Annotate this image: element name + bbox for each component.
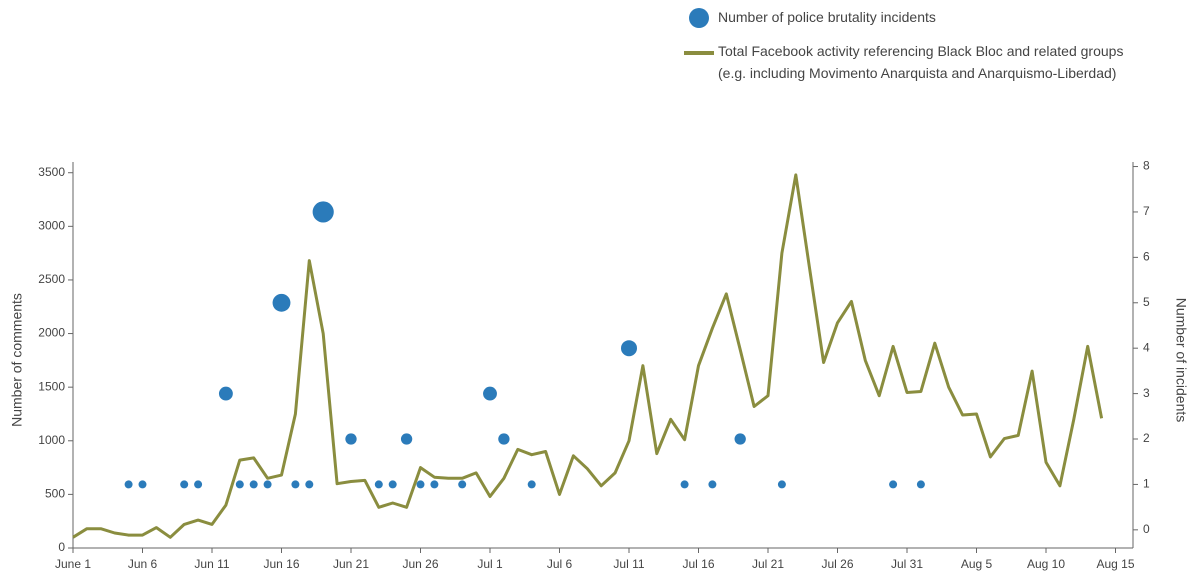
legend-label: Number of police brutality incidents (718, 9, 936, 25)
y2-tick-label: 2 (1143, 431, 1150, 445)
x-tick-label: Jun 6 (128, 557, 158, 571)
y2-tick-label: 5 (1143, 295, 1150, 309)
x-tick-label: Jul 21 (752, 557, 784, 571)
y-tick-label: 3500 (38, 165, 65, 179)
y-tick-label: 2500 (38, 272, 65, 286)
incident-dot (345, 433, 357, 445)
legend: Number of police brutality incidents Tota… (680, 6, 1150, 96)
x-tick-label: Jun 16 (263, 557, 299, 571)
y-tick-label: 3000 (38, 219, 65, 233)
legend-symbol (680, 40, 718, 55)
incident-dot (458, 480, 467, 489)
y-tick-label: 0 (58, 540, 65, 554)
y2-tick-label: 0 (1143, 522, 1150, 536)
incident-dot (889, 480, 898, 489)
legend-label: Total Facebook activity referencing Blac… (718, 43, 1124, 81)
x-tick-label: Jun 11 (194, 557, 229, 571)
incident-dot (235, 480, 244, 489)
y2-tick-label: 4 (1143, 340, 1150, 354)
incident-dot (621, 340, 637, 357)
y-tick-label: 500 (45, 487, 65, 501)
incident-dot (374, 480, 383, 489)
y2-tick-label: 7 (1143, 204, 1150, 218)
x-tick-label: June 1 (55, 557, 91, 571)
legend-entry: Total Facebook activity referencing Blac… (680, 40, 1150, 84)
incident-dot (483, 386, 497, 401)
incident-dot (916, 480, 925, 489)
incident-dot (249, 480, 258, 489)
x-tick-label: Aug 15 (1096, 557, 1134, 571)
incident-dot (180, 480, 189, 489)
y-tick-label: 2000 (38, 326, 65, 340)
x-tick-label: Aug 5 (961, 557, 993, 571)
x-tick-label: Jul 11 (613, 557, 644, 571)
incident-dot (708, 480, 717, 489)
y2-axis-label: Number of incidents (1173, 298, 1189, 423)
x-tick-label: Jul 26 (821, 557, 853, 571)
x-tick-label: Jun 21 (333, 557, 369, 571)
incident-dot (263, 480, 272, 489)
incident-dot (124, 480, 133, 489)
incident-dot (777, 480, 786, 489)
incident-dot (388, 480, 397, 489)
x-tick-label: Jul 16 (682, 557, 714, 571)
incident-dot (312, 201, 334, 223)
y2-tick-label: 1 (1143, 477, 1150, 491)
y2-tick-label: 3 (1143, 386, 1150, 400)
incident-dot (527, 480, 536, 489)
incident-dot (138, 480, 147, 489)
incident-dot (305, 480, 314, 489)
legend-symbol (680, 6, 718, 28)
x-tick-label: Jun 26 (402, 557, 438, 571)
y2-tick-label: 8 (1143, 159, 1150, 173)
incident-dot (272, 293, 291, 312)
incident-dot (218, 386, 233, 401)
incident-dot (734, 433, 746, 445)
legend-entry: Number of police brutality incidents (680, 6, 1150, 28)
y-axis-label: Number of comments (9, 293, 25, 427)
incident-dot (498, 433, 510, 445)
incident-dot (194, 480, 203, 489)
y2-tick-label: 6 (1143, 250, 1150, 264)
incident-dot (430, 480, 439, 489)
y-tick-label: 1000 (38, 433, 65, 447)
x-tick-label: Jul 6 (547, 557, 573, 571)
x-tick-label: Aug 10 (1027, 557, 1065, 571)
x-tick-label: Jul 31 (891, 557, 923, 571)
incident-dot (680, 480, 689, 489)
incident-dot (400, 433, 413, 445)
line (72, 173, 1104, 539)
y-tick-label: 1500 (38, 379, 65, 393)
incident-dot (291, 480, 300, 489)
incident-dot (416, 480, 425, 489)
x-tick-label: Jul 1 (477, 557, 503, 571)
